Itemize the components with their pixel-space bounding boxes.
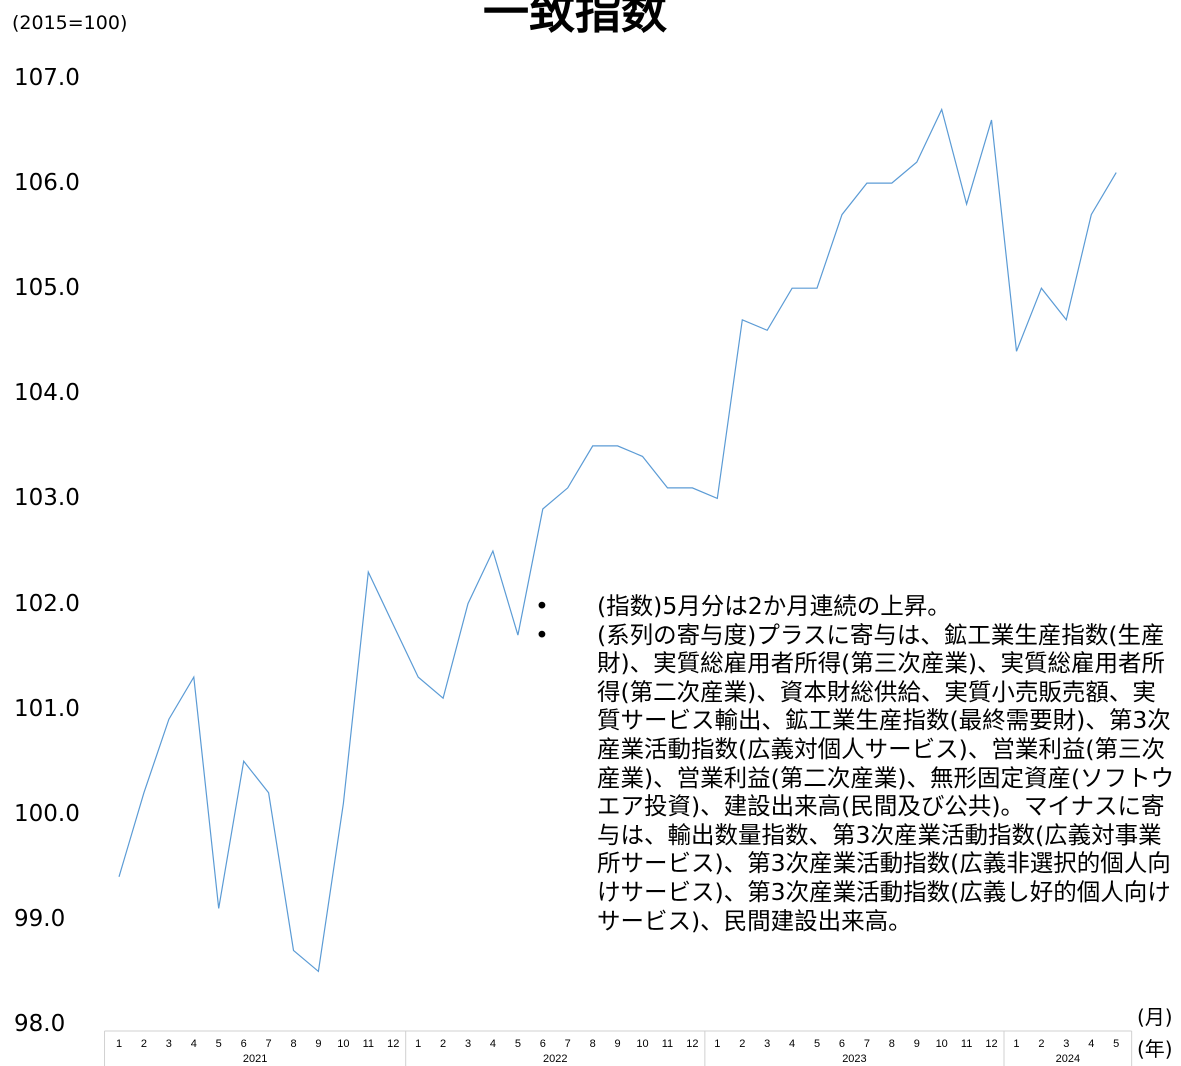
x-month-label: 1 [1013,1038,1019,1050]
x-month-label: 3 [166,1038,172,1050]
x-month-label: 5 [1113,1038,1119,1050]
x-month-label: 8 [590,1038,596,1050]
x-month-label: 4 [1088,1038,1094,1050]
y-tick-label: 105.0 [14,275,80,302]
x-month-label: 4 [490,1038,496,1050]
x-month-label: 5 [515,1038,521,1050]
y-tick-label: 99.0 [14,905,66,932]
x-year-label: 2022 [543,1053,567,1065]
x-month-label: 11 [363,1038,374,1050]
annotation-item-1: • (指数)5月分は2か月連続の上昇。 [530,592,1175,621]
x-month-label: 4 [191,1038,197,1050]
x-month-label: 11 [961,1038,972,1050]
x-month-label: 1 [415,1038,421,1050]
x-year-label: 2021 [243,1053,267,1065]
x-month-label: 8 [290,1038,296,1050]
x-month-label: 6 [839,1038,845,1050]
x-month-label: 3 [465,1038,471,1050]
x-month-label: 2 [440,1038,446,1050]
x-month-label: 10 [936,1038,948,1050]
x-month-label: 11 [662,1038,673,1050]
annotation-box: • (指数)5月分は2か月連続の上昇。 • (系列の寄与度)プラスに寄与は、鉱工… [530,592,1175,935]
y-tick-label: 102.0 [14,590,80,617]
annotation-item-2: • (系列の寄与度)プラスに寄与は、鉱工業生産指数(生産財)、実質総雇用者所得(… [530,621,1175,936]
y-tick-label: 104.0 [14,380,80,407]
x-month-label: 7 [266,1038,272,1050]
x-year-label: 2023 [842,1053,866,1065]
x-month-label: 6 [241,1038,247,1050]
x-month-label: 10 [636,1038,648,1050]
x-month-label: 5 [814,1038,820,1050]
y-tick-label: 106.0 [14,170,80,197]
x-month-label: 12 [686,1038,698,1050]
x-month-label: 4 [789,1038,795,1050]
chart-title: 一致指数 [483,0,667,39]
x-month-label: 2 [1038,1038,1044,1050]
annotation-text: (指数)5月分は2か月連続の上昇。 [597,592,951,620]
y-tick-label: 107.0 [14,65,80,91]
x-month-label: 6 [540,1038,546,1050]
x-month-label: 1 [714,1038,720,1050]
bullet-dot: • [535,620,549,649]
series-line [118,107,1117,973]
y-tick-label: 100.0 [14,800,80,827]
x-month-label: 5 [216,1038,222,1050]
x-month-label: 10 [337,1038,349,1050]
x-month-unit: (月) [1137,1005,1173,1029]
x-month-label: 12 [387,1038,399,1050]
annotation-text: (系列の寄与度)プラスに寄与は、鉱工業生産指数(生産財)、実質総雇用者所得(第三… [597,620,1175,935]
y-tick-label: 103.0 [14,485,80,512]
x-month-label: 8 [889,1038,895,1050]
y-tick-label: 98.0 [14,1011,66,1037]
y-unit-label: (2015=100) [12,12,128,34]
x-month-label: 2 [739,1038,745,1050]
x-month-label: 1 [116,1038,122,1050]
x-month-label: 2 [141,1038,147,1050]
bullet-dot: • [535,592,549,620]
x-month-label: 7 [864,1038,870,1050]
x-month-label: 9 [315,1038,321,1050]
x-month-label: 7 [565,1038,571,1050]
x-month-label: 9 [615,1038,621,1050]
x-year-unit: (年) [1137,1037,1173,1061]
y-tick-label: 101.0 [14,695,80,722]
x-month-label: 12 [985,1038,997,1050]
x-month-label: 3 [764,1038,770,1050]
x-year-label: 2024 [1056,1053,1080,1065]
x-month-label: 9 [914,1038,920,1050]
x-month-label: 3 [1063,1038,1069,1050]
